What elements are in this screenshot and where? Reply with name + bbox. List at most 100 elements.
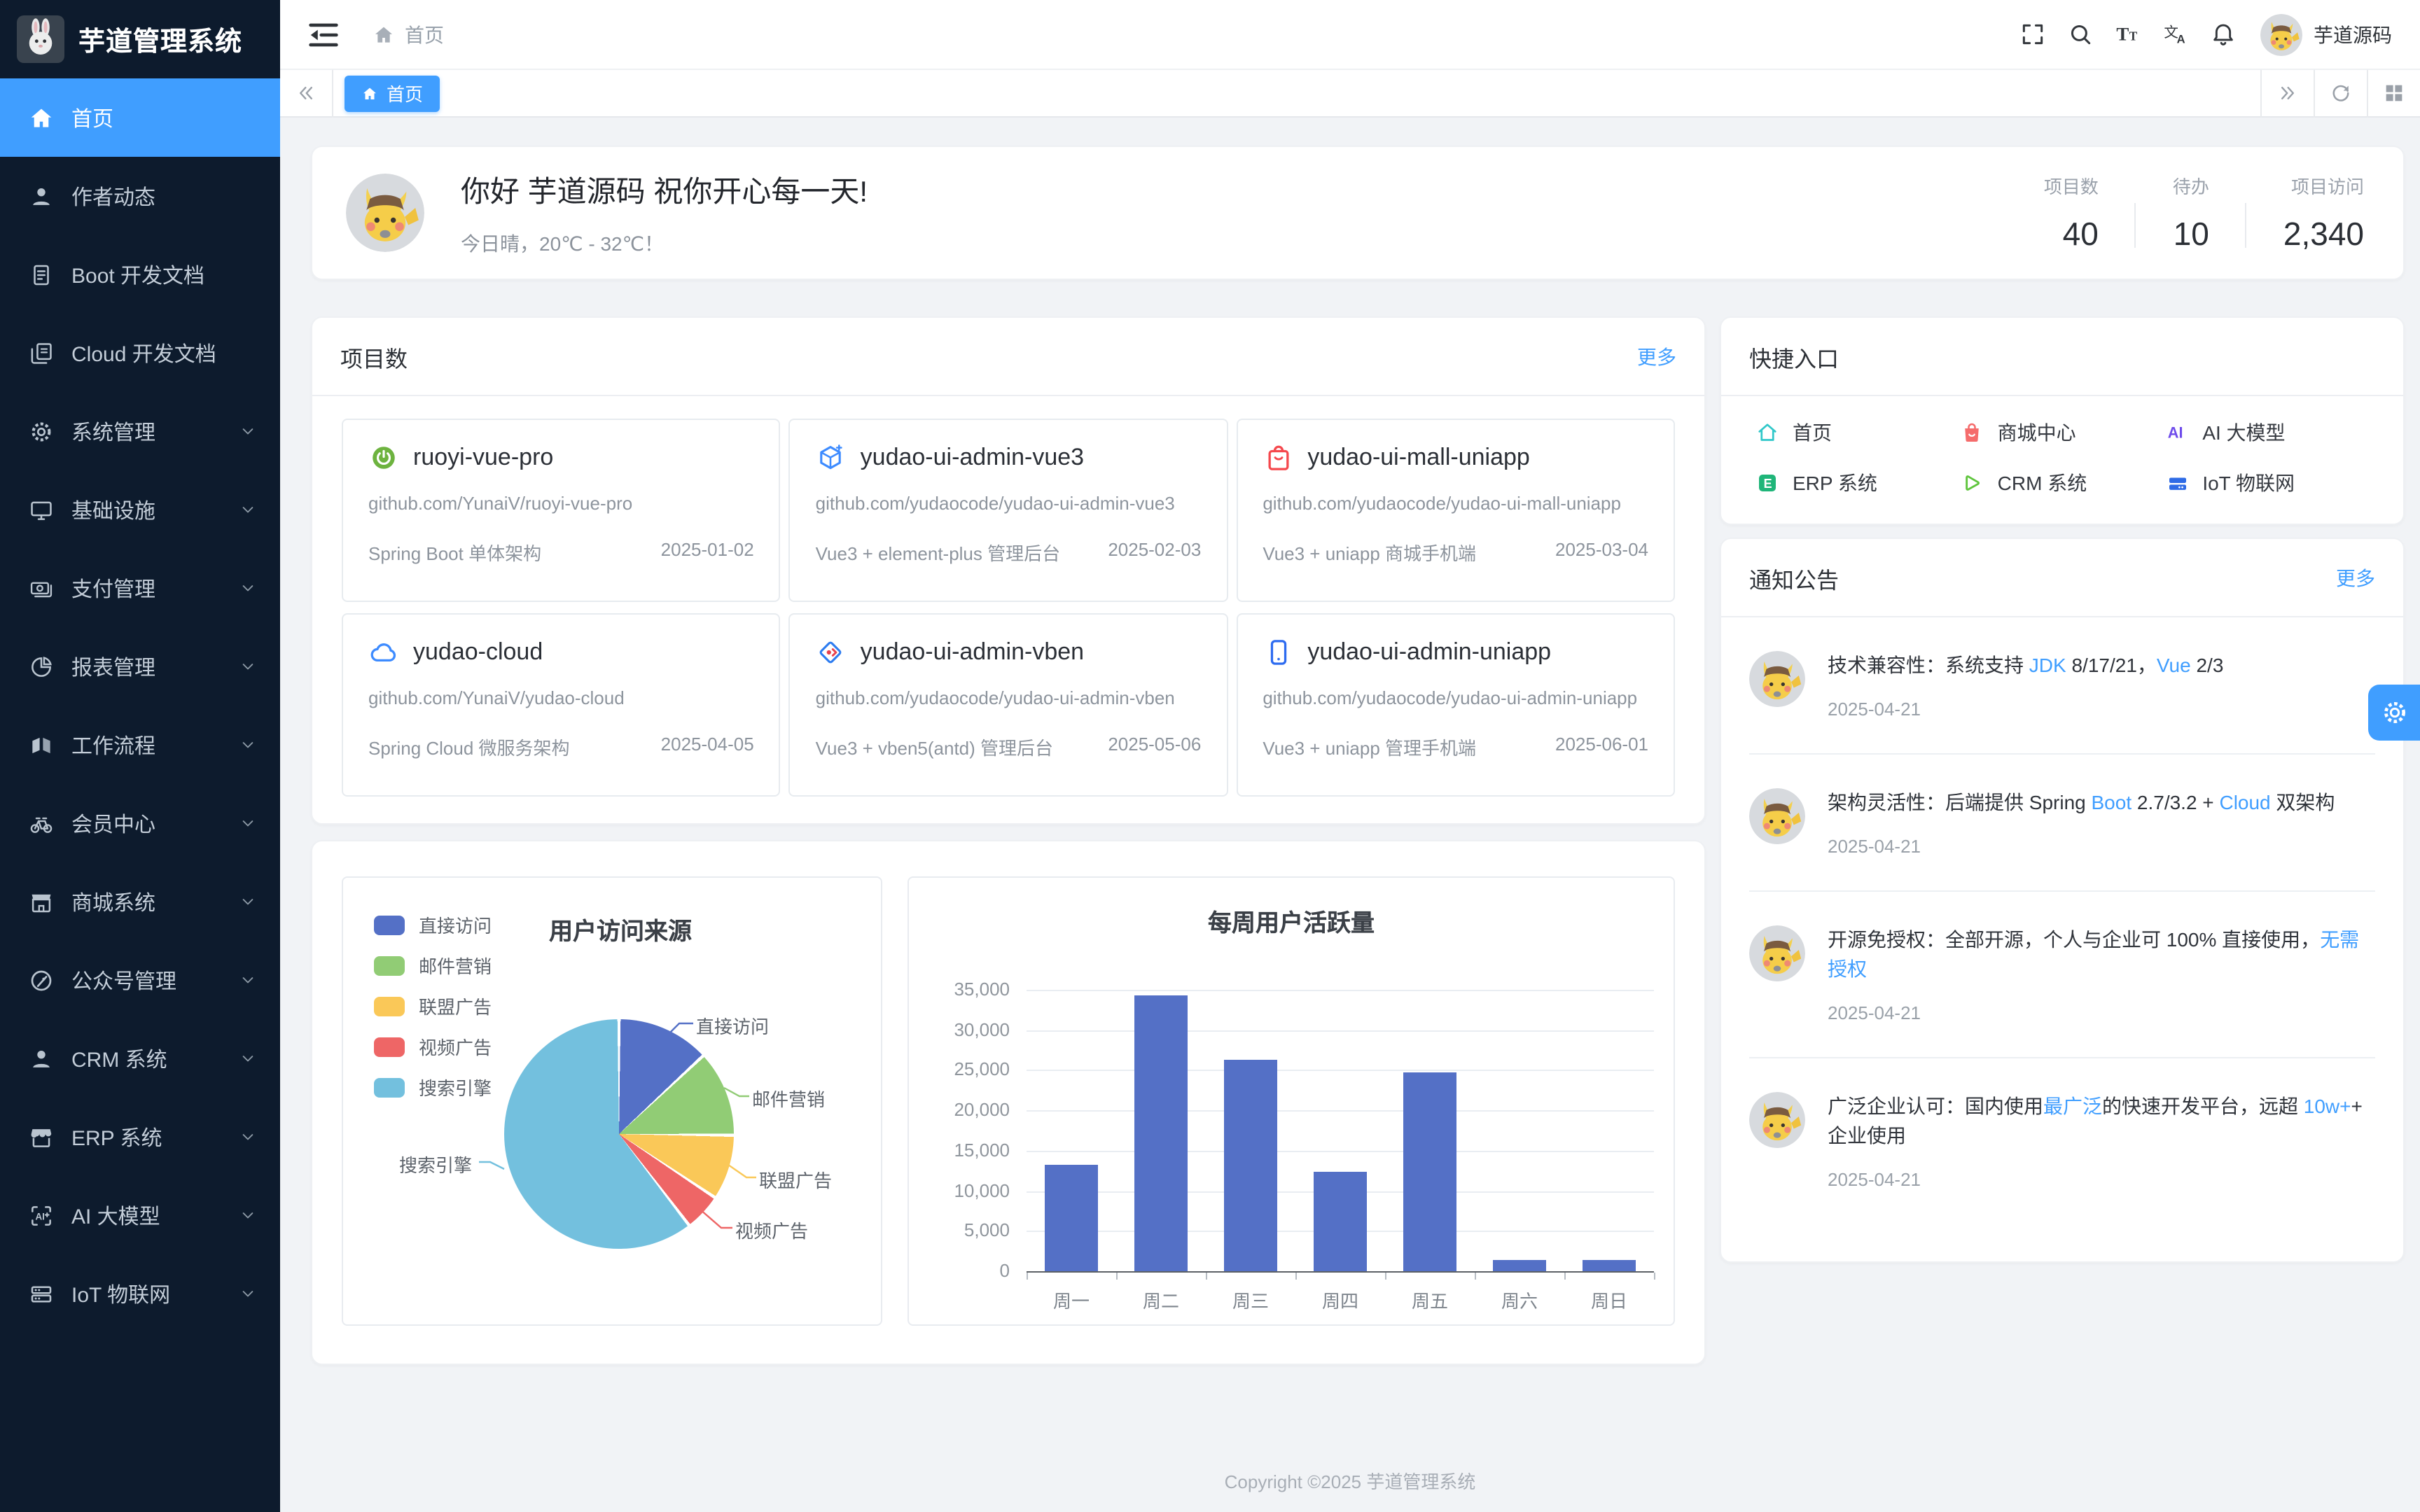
legend-item: 联盟广告 [374, 993, 492, 1019]
sidebar-item-1[interactable]: 首页 [0, 78, 280, 157]
bar-周六 [1493, 1259, 1546, 1271]
notice-item[interactable]: 架构灵活性：后端提供 Spring Boot 2.7/3.2 + Cloud 双… [1749, 753, 2375, 890]
notice-text: 开源免授权：全部开源，个人与企业可 100% 直接使用， [1828, 928, 2321, 951]
project-card[interactable]: yudao-cloud github.com/YunaiV/yudao-cloud… [342, 613, 781, 797]
quick-entry-3[interactable]: AI AI 大模型 [2164, 419, 2370, 447]
collapse-menu-icon[interactable] [305, 16, 342, 52]
notice-item[interactable]: 技术兼容性：系统支持 JDK 8/17/21，Vue 2/3 2025-04-21 [1749, 617, 2375, 753]
project-desc: Vue3 + vben5(antd) 管理后台 [815, 738, 1054, 759]
chevron-down-icon [238, 657, 258, 676]
bar-y-tick-label: 20,000 [954, 1099, 1010, 1121]
search-icon [2066, 21, 2093, 48]
app-logo[interactable]: 芋道管理系统 [0, 0, 280, 78]
sidebar-item-8[interactable]: 报表管理 [0, 627, 280, 706]
refresh-tab-button[interactable] [2314, 69, 2367, 117]
sidebar-item-4[interactable]: Cloud 开发文档 [0, 314, 280, 392]
layout-menu-button[interactable] [2367, 69, 2420, 117]
sidebar-item-label: 会员中心 [71, 813, 156, 836]
user-name[interactable]: 芋道源码 [2314, 23, 2392, 46]
project-card[interactable]: yudao-ui-admin-uniapp github.com/yudaocod… [1236, 613, 1675, 797]
bar-chart-title: 每周用户活跃量 [1208, 910, 1375, 937]
stat-value: 10 [2173, 216, 2209, 252]
theme-settings-button[interactable] [2368, 685, 2420, 741]
pie-chart [504, 1019, 734, 1249]
tabs-scroll-right[interactable] [2260, 69, 2314, 117]
notice-item[interactable]: 广泛企业认可：国内使用最广泛的快速开发平台，远超 10w++ 企业使用 2025-… [1749, 1057, 2375, 1224]
project-name: ruoyi-vue-pro [413, 444, 554, 470]
sidebar-item-label: 系统管理 [71, 421, 156, 444]
project-date: 2025-05-06 [1108, 734, 1202, 755]
copy-document-icon [28, 340, 55, 366]
right-column: 快捷入口 首页 商城中心 AI AI 大模型 E ERP 系统 CRM 系统 IoT 物联网 … [1720, 316, 2405, 1365]
project-meta: Spring Boot 单体架构 2025-01-02 [368, 539, 754, 566]
notice-item[interactable]: 开源免授权：全部开源，个人与企业可 100% 直接使用，无需授权 2025-04-… [1749, 890, 2375, 1057]
home-icon [373, 23, 395, 46]
sidebar-item-16[interactable]: IoT 物联网 [0, 1254, 280, 1333]
refresh-icon [2329, 81, 2353, 105]
bar-gridline [1027, 1070, 1654, 1072]
sidebar-item-label: 工作流程 [71, 734, 156, 758]
sidebar-item-5[interactable]: 系统管理 [0, 392, 280, 470]
search-button[interactable] [2056, 0, 2103, 69]
sidebar-item-label: 支付管理 [71, 578, 156, 601]
greeting-weather: 今日晴，20℃ - 32℃！ [461, 232, 665, 254]
quick-entry-2[interactable]: 商城中心 [1960, 419, 2165, 447]
project-meta: Spring Cloud 微服务架构 2025-04-05 [368, 734, 754, 760]
project-card[interactable]: yudao-ui-admin-vue3 github.com/yudaocode/… [788, 419, 1228, 602]
project-card[interactable]: ruoyi-vue-pro github.com/YunaiV/ruoyi-vue… [342, 419, 781, 602]
legend-label: 联盟广告 [419, 997, 492, 1018]
quick-entry-4[interactable]: E ERP 系统 [1755, 469, 1960, 497]
bar-y-tick-label: 5,000 [964, 1219, 1010, 1241]
bicycle-icon [28, 810, 55, 836]
sidebar-item-12[interactable]: 公众号管理 [0, 941, 280, 1019]
bar-x-tick-label: 周二 [1142, 1291, 1179, 1312]
bar-周四 [1314, 1171, 1367, 1271]
notice-body: 架构灵活性：后端提供 Spring Boot 2.7/3.2 + Cloud 双… [1828, 788, 2335, 857]
project-card[interactable]: yudao-ui-admin-vben github.com/yudaocode/… [788, 613, 1228, 797]
sidebar-item-10[interactable]: 会员中心 [0, 784, 280, 862]
user-avatar[interactable] [2260, 13, 2302, 55]
quick-entry-6[interactable]: IoT 物联网 [2164, 469, 2370, 497]
notice-avatar [1749, 1092, 1805, 1148]
sidebar-item-label: IoT 物联网 [71, 1283, 171, 1307]
notice-body: 广泛企业认可：国内使用最广泛的快速开发平台，远超 10w++ 企业使用 2025-… [1828, 1092, 2375, 1190]
sidebar-item-2[interactable]: 作者动态 [0, 157, 280, 235]
bar-x-tick-label: 周五 [1411, 1291, 1448, 1312]
notices-more-link[interactable]: 更多 [2336, 566, 2375, 589]
charts-panel: 用户访问来源 直接访问 邮件营销 联盟广告 视频广告 搜索引擎 直接访问 邮件营销 联盟广告… [311, 840, 1706, 1365]
sidebar-item-13[interactable]: CRM 系统 [0, 1019, 280, 1098]
pie-chart-card: 用户访问来源 直接访问 邮件营销 联盟广告 视频广告 搜索引擎 直接访问 邮件营销 联盟广告… [342, 876, 882, 1326]
projects-more-link[interactable]: 更多 [1637, 345, 1676, 368]
projects-title: 项目数 [340, 348, 408, 372]
stat-1: 项目数 40 [2008, 172, 2135, 253]
ai-text-icon: AI [2164, 420, 2190, 445]
greeting-texts: 你好 芋道源码 祝你开心每一天! 今日晴，20℃ - 32℃！ [461, 169, 868, 257]
notifications-button[interactable] [2199, 0, 2246, 69]
legend-swatch [374, 915, 405, 934]
fullscreen-button[interactable] [2008, 0, 2056, 69]
sidebar: 芋道管理系统 首页 作者动态 Boot 开发文档 Cloud 开发文档系统管理基础设施… [0, 0, 280, 1512]
sidebar-item-14[interactable]: ERP 系统 [0, 1098, 280, 1176]
quick-entry-1[interactable]: 首页 [1755, 419, 1960, 447]
quick-entry-5[interactable]: CRM 系统 [1960, 469, 2165, 497]
sidebar-item-3[interactable]: Boot 开发文档 [0, 235, 280, 314]
project-card[interactable]: yudao-ui-mall-uniapp github.com/yudaocode… [1236, 419, 1675, 602]
bar-axis-tick [1116, 1273, 1118, 1280]
sidebar-item-7[interactable]: 支付管理 [0, 549, 280, 627]
notice-text: 双架构 [2270, 791, 2335, 813]
breadcrumb[interactable]: 首页 [373, 20, 444, 48]
sidebar-item-6[interactable]: 基础设施 [0, 470, 280, 549]
chevron-down-icon [238, 1127, 258, 1147]
tabs-scroll-left[interactable] [280, 69, 333, 117]
stat-2: 待办 10 [2136, 172, 2246, 253]
sidebar-item-9[interactable]: 工作流程 [0, 706, 280, 784]
svg-text:A: A [2176, 33, 2185, 46]
tab-home[interactable]: 首页 [345, 75, 440, 111]
project-desc: Vue3 + uniapp 商城手机端 [1263, 543, 1477, 564]
sidebar-item-11[interactable]: 商城系统 [0, 862, 280, 941]
sidebar-item-15[interactable]: AI AI 大模型 [0, 1176, 280, 1254]
